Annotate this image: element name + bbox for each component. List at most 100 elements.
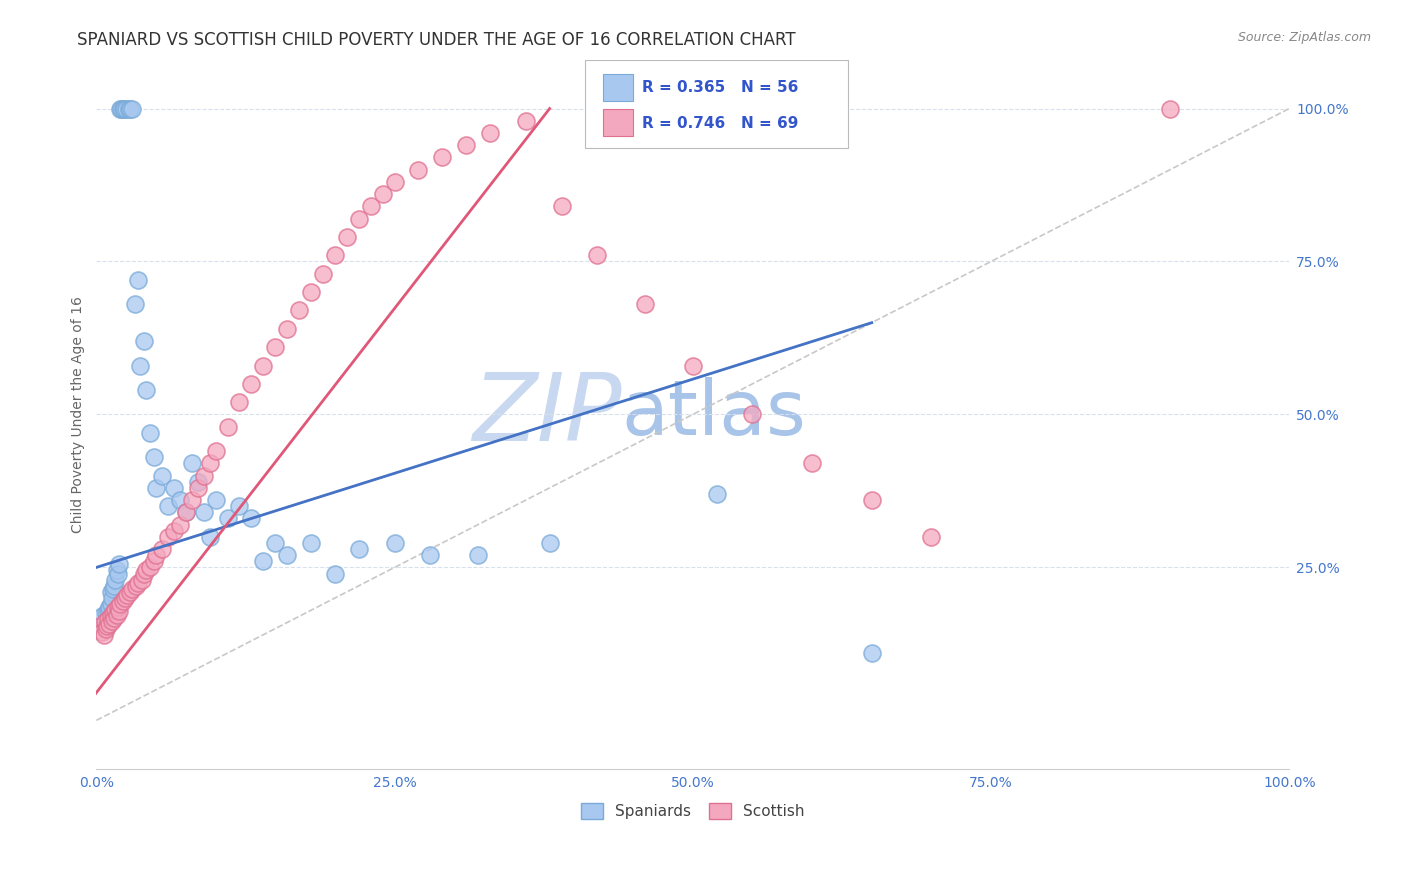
Point: [384, 536, 406, 550]
Point: [98, 616, 121, 631]
Point: [101, 607, 124, 621]
Text: SPANIARD VS SCOTTISH CHILD POVERTY UNDER THE AGE OF 16 CORRELATION CHART: SPANIARD VS SCOTTISH CHILD POVERTY UNDER…: [77, 31, 796, 49]
Point: [217, 419, 239, 434]
Point: [323, 566, 346, 581]
Text: Source: ZipAtlas.com: Source: ZipAtlas.com: [1237, 31, 1371, 45]
Point: [91, 609, 114, 624]
Bar: [603, 110, 633, 136]
Point: [117, 588, 139, 602]
Point: [91, 624, 114, 639]
Point: [108, 102, 131, 116]
Point: [920, 530, 942, 544]
Point: [127, 575, 149, 590]
Point: [112, 102, 135, 116]
FancyBboxPatch shape: [585, 60, 848, 148]
Point: [252, 359, 274, 373]
Point: [132, 334, 155, 348]
Point: [105, 564, 128, 578]
Point: [323, 248, 346, 262]
Point: [107, 566, 129, 581]
Y-axis label: Child Poverty Under the Age of 16: Child Poverty Under the Age of 16: [72, 296, 86, 533]
Point: [180, 457, 202, 471]
Point: [288, 303, 311, 318]
Point: [135, 564, 157, 578]
Point: [98, 600, 121, 615]
Point: [93, 618, 115, 632]
Point: [169, 493, 191, 508]
Point: [97, 612, 120, 626]
Point: [347, 542, 370, 557]
Point: [97, 603, 120, 617]
Point: [371, 187, 394, 202]
Point: [103, 579, 125, 593]
Text: R = 0.746   N = 69: R = 0.746 N = 69: [641, 116, 797, 131]
Point: [114, 591, 136, 605]
Point: [96, 612, 118, 626]
Point: [467, 548, 489, 562]
Point: [240, 376, 263, 391]
Point: [860, 493, 883, 508]
Point: [860, 646, 883, 660]
Point: [240, 511, 263, 525]
Point: [150, 468, 173, 483]
Point: [118, 102, 141, 116]
Point: [108, 558, 131, 572]
Point: [801, 457, 824, 471]
Point: [586, 248, 609, 262]
Point: [228, 395, 250, 409]
Point: [634, 297, 657, 311]
Point: [204, 444, 226, 458]
Point: [129, 359, 152, 373]
Point: [108, 604, 131, 618]
Point: [384, 175, 406, 189]
Point: [105, 608, 128, 623]
Point: [104, 573, 127, 587]
Point: [550, 199, 572, 213]
Point: [131, 573, 153, 587]
Point: [180, 493, 202, 508]
Point: [101, 582, 124, 596]
Point: [101, 614, 124, 628]
Legend: Spaniards, Scottish: Spaniards, Scottish: [575, 797, 810, 825]
Point: [100, 609, 122, 624]
Point: [117, 102, 139, 116]
Point: [124, 297, 146, 311]
Point: [204, 493, 226, 508]
Point: [217, 511, 239, 525]
Point: [93, 615, 115, 630]
Point: [198, 530, 221, 544]
Point: [347, 211, 370, 226]
Point: [115, 102, 138, 116]
Point: [174, 505, 197, 519]
Point: [111, 594, 134, 608]
Point: [145, 481, 167, 495]
Point: [100, 597, 122, 611]
Point: [163, 481, 186, 495]
Point: [432, 151, 454, 165]
Point: [89, 618, 111, 632]
Point: [174, 505, 197, 519]
Point: [193, 468, 215, 483]
Point: [111, 102, 134, 116]
Point: [108, 597, 131, 611]
Point: [360, 199, 382, 213]
Text: R = 0.365   N = 56: R = 0.365 N = 56: [641, 80, 797, 95]
Point: [118, 585, 141, 599]
Point: [127, 273, 149, 287]
Point: [264, 340, 287, 354]
Point: [135, 383, 157, 397]
Point: [103, 610, 125, 624]
Point: [150, 542, 173, 557]
Point: [100, 585, 122, 599]
Point: [142, 450, 165, 465]
Point: [276, 322, 298, 336]
Point: [408, 162, 430, 177]
Point: [187, 475, 209, 489]
Point: [96, 618, 118, 632]
Point: [419, 548, 441, 562]
Point: [163, 524, 186, 538]
Point: [156, 500, 179, 514]
Point: [682, 359, 704, 373]
Text: atlas: atlas: [621, 377, 806, 451]
Point: [93, 628, 115, 642]
